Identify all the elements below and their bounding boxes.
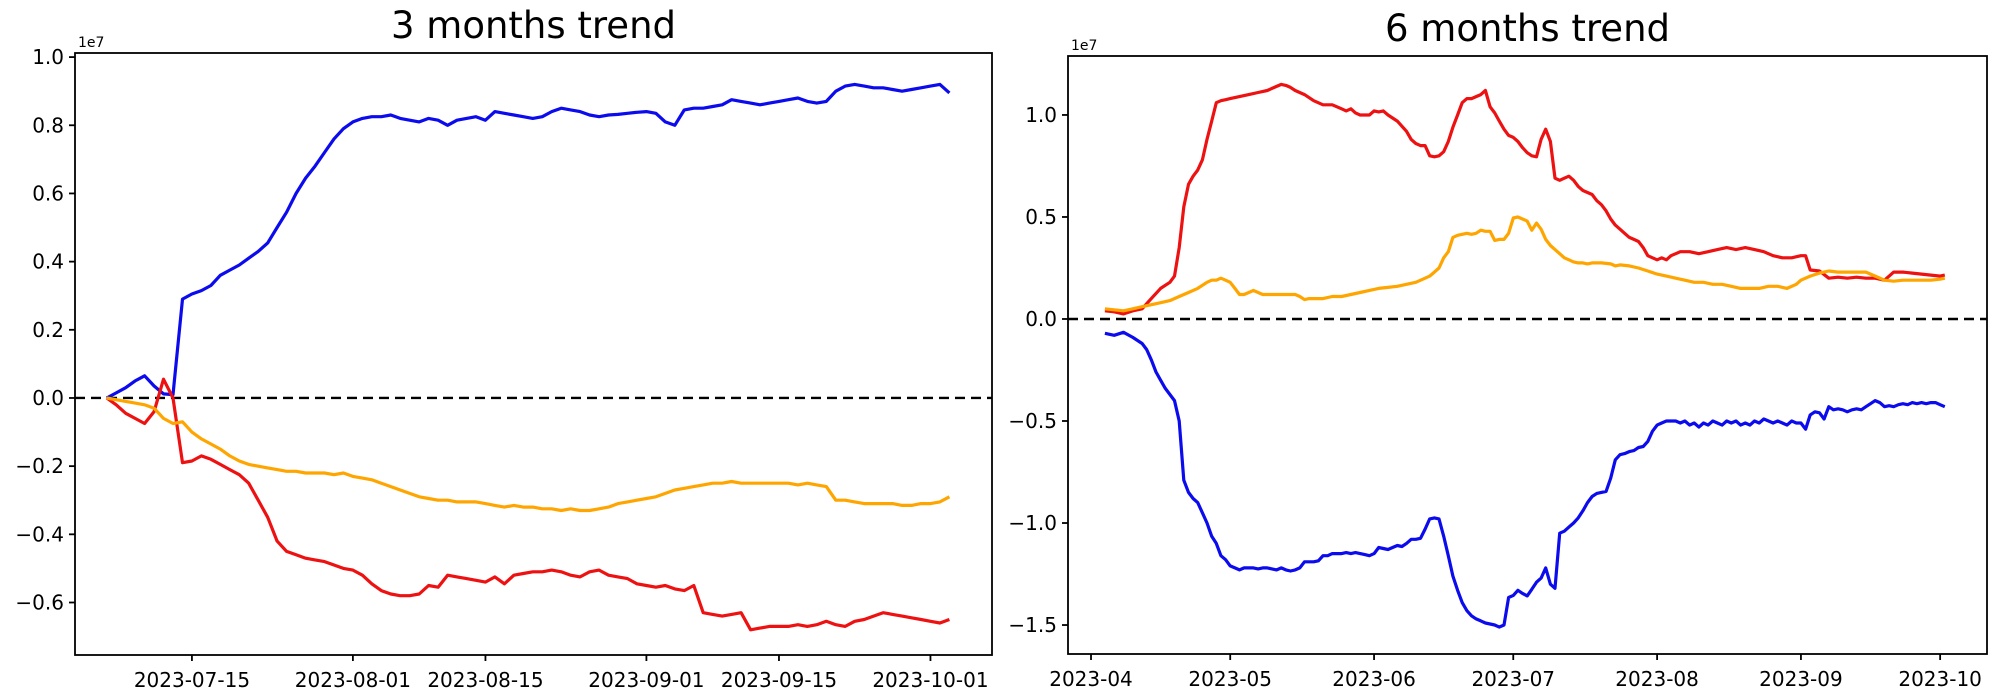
chart-title: 3 months trend: [391, 4, 676, 47]
y-tick-label: −1.5: [1008, 613, 1057, 637]
y-tick-label: 0.6: [32, 181, 64, 205]
plot-area: [75, 53, 992, 655]
x-tick-label: 2023-08-01: [295, 668, 411, 692]
x-tick-label: 2023-07: [1471, 667, 1555, 691]
x-tick-label: 2023-10: [1898, 667, 1982, 691]
y-tick-label: 0.0: [1025, 307, 1057, 331]
y-tick-label: 1.0: [1025, 103, 1057, 127]
series-line-orange: [106, 396, 951, 513]
y-tick-label: 0.2: [32, 318, 64, 342]
axis-offset-label: 1e7: [78, 35, 104, 51]
y-tick-label: 1.0: [32, 45, 64, 69]
y-tick-label: −0.5: [1008, 409, 1057, 433]
y-tick-label: −0.2: [15, 454, 64, 478]
chart-title: 6 months trend: [1385, 7, 1670, 50]
axis-offset-label: 1e7: [1071, 38, 1097, 54]
series-line-orange: [1104, 215, 1946, 313]
series-line-red: [1104, 82, 1946, 316]
axes-spines: [1067, 55, 1988, 655]
chart-six_month: 2023-04 2023-05 2023-06 2023-07 2023-08 2023-…: [1008, 7, 1988, 691]
y-tick-label: −0.6: [15, 591, 64, 615]
x-tick-label: 2023-08-15: [427, 668, 543, 692]
y-tick-label: 0.4: [32, 250, 64, 274]
axes-spines: [74, 52, 993, 656]
y-tick-label: −1.0: [1008, 511, 1057, 535]
series-line-blue: [1104, 330, 1946, 629]
chart-three_month: 2023-07-15 2023-08-01 2023-08-15 2023-09-01…: [15, 4, 993, 692]
y-tick-label: 0.8: [32, 113, 64, 137]
series-line-blue: [105, 82, 951, 400]
x-tick-label: 2023-10-01: [872, 668, 988, 692]
x-tick-label: 2023-09-15: [721, 668, 837, 692]
x-tick-label: 2023-09-01: [588, 668, 704, 692]
y-tick-label: 0.0: [32, 386, 64, 410]
x-tick-label: 2023-09: [1759, 667, 1843, 691]
x-tick-label: 2023-04: [1049, 667, 1133, 691]
x-tick-label: 2023-08: [1615, 667, 1699, 691]
x-tick-label: 2023-06: [1332, 667, 1416, 691]
x-tick-label: 2023-07-15: [134, 668, 250, 692]
x-tick-label: 2023-05: [1188, 667, 1272, 691]
y-tick-label: 0.5: [1025, 205, 1057, 229]
series-line-red: [105, 377, 950, 632]
y-tick-label: −0.4: [15, 522, 64, 546]
